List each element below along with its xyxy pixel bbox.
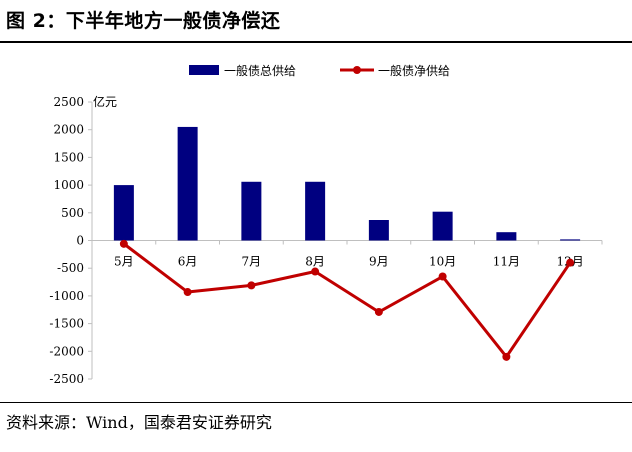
line-series [119, 239, 575, 361]
x-tick-label: 5月 [114, 255, 134, 269]
y-tick-label: -2500 [49, 372, 84, 386]
line-point [502, 352, 511, 361]
x-tick-label: 10月 [429, 255, 456, 269]
y-tick-label: -1000 [49, 289, 84, 303]
x-tick-label: 9月 [369, 255, 389, 269]
line-point [311, 267, 320, 276]
x-tick-label: 6月 [178, 255, 198, 269]
y-tick-label: -1500 [49, 317, 84, 331]
y-tick-label: 0 [76, 234, 84, 248]
bar-series [113, 126, 581, 241]
line-point [374, 307, 383, 316]
line-point [566, 258, 575, 267]
y-tick-label: -2000 [49, 344, 84, 358]
bar [432, 211, 453, 241]
figure-title: 图 2：下半年地方一般债净偿还 [6, 10, 281, 32]
bar [113, 185, 134, 241]
title-divider [0, 41, 632, 43]
bar [241, 181, 262, 241]
x-tick-labels: 5月6月7月8月9月10月11月12月 [114, 255, 584, 269]
y-tick-label: 500 [61, 206, 84, 220]
x-tick-label: 8月 [305, 255, 325, 269]
bar [305, 181, 326, 241]
y-tick-label: 1000 [53, 178, 84, 192]
y-tick-label: -500 [57, 261, 84, 275]
legend-label-bar: 一般债总供给 [224, 63, 296, 78]
bar [177, 126, 198, 241]
bar [368, 220, 389, 241]
legend: 一般债总供给 一般债净供给 [189, 63, 450, 78]
y-tick-label: 2000 [53, 123, 84, 137]
y-tick-label: 1500 [53, 150, 84, 164]
bar [560, 239, 581, 241]
bar [496, 232, 517, 241]
legend-label-line: 一般债净供给 [378, 63, 450, 78]
legend-swatch-bar [189, 65, 219, 75]
line-point [119, 239, 128, 248]
series-line [122, 242, 572, 359]
source-note: 资料来源：Wind，国泰君安证券研究 [6, 413, 272, 432]
x-tick-label: 11月 [493, 255, 520, 269]
line-point [183, 288, 192, 297]
line-point [438, 272, 447, 281]
y-unit-label: 亿元 [93, 94, 117, 109]
footer-divider [0, 402, 632, 403]
legend-swatch-marker [353, 66, 361, 74]
line-point [247, 281, 256, 290]
y-tick-label: 2500 [53, 95, 84, 109]
x-tick-label: 7月 [242, 255, 262, 269]
axes: -2500 -2000 -1500 -1000 -500 0 500 1000 1500 2000… [49, 95, 603, 386]
